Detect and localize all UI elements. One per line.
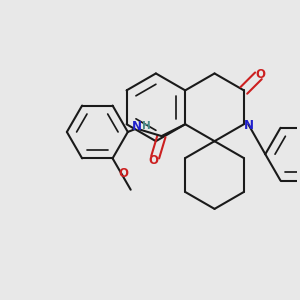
Text: O: O (118, 167, 128, 180)
Text: O: O (149, 154, 159, 167)
Text: O: O (255, 68, 265, 81)
Text: N: N (132, 121, 142, 134)
Text: H: H (142, 122, 151, 131)
Text: N: N (244, 119, 254, 132)
